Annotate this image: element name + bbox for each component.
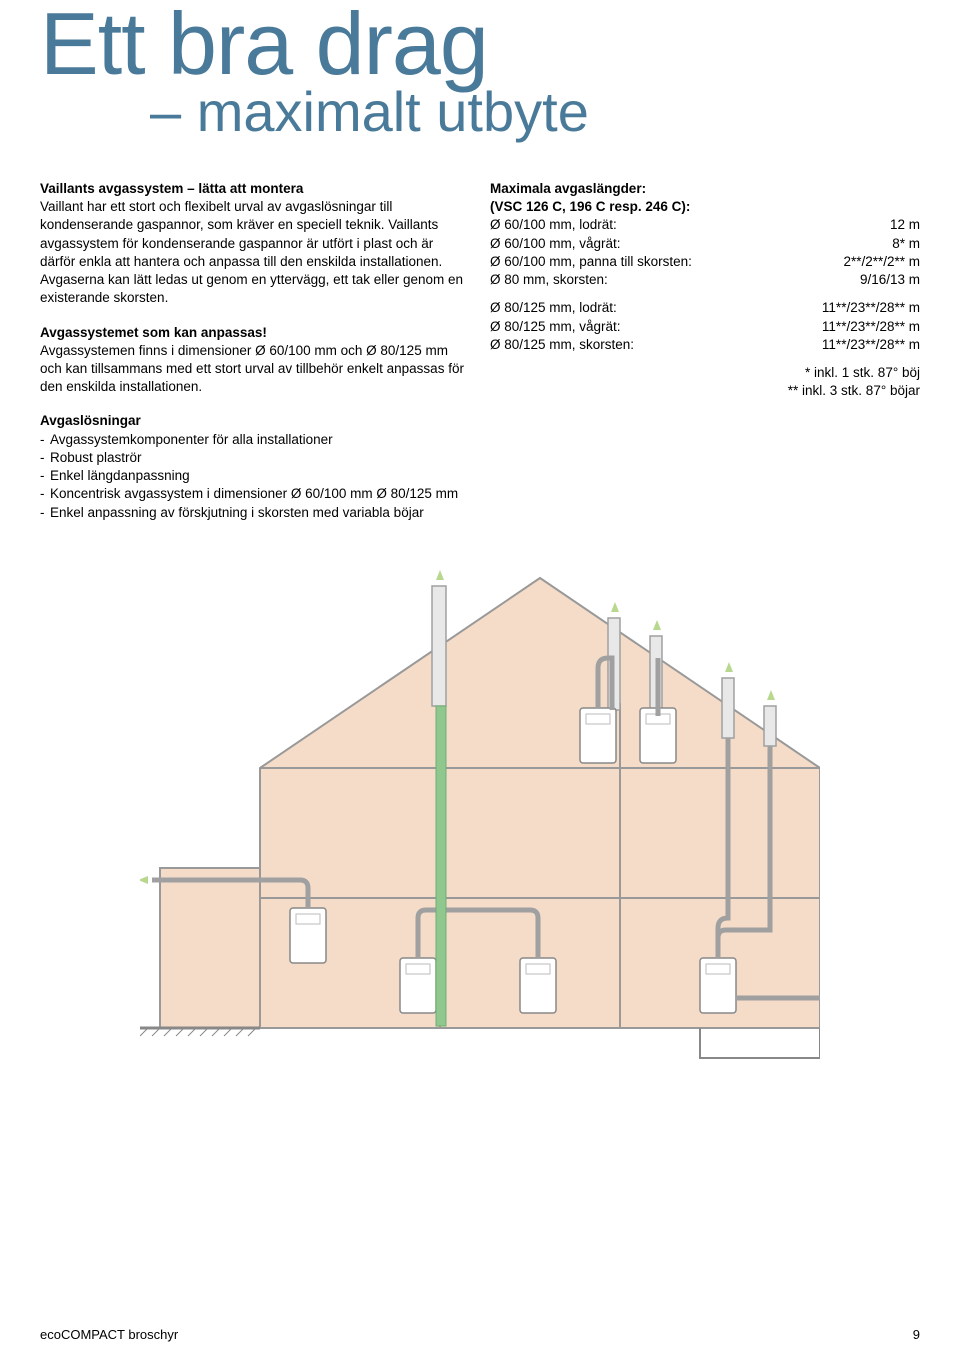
table-row: * inkl. 1 stk. 87° böj — [490, 364, 920, 382]
footer-left: ecoCOMPACT broschyr — [40, 1327, 178, 1342]
table-row: Ø 60/100 mm, panna till skorsten:2**/2**… — [490, 253, 920, 271]
left-column: Vaillants avgassystem – lätta att monter… — [40, 180, 470, 538]
spec-value: 8* m — [779, 235, 920, 253]
table-row: ** inkl. 3 stk. 87° böjar — [490, 382, 920, 400]
page-title-main: Ett bra drag — [40, 0, 920, 88]
section2-body: Avgassystemen finns i dimensioner Ø 60/1… — [40, 343, 464, 394]
specs-subheading: (VSC 126 C, 196 C resp. 246 C): — [490, 198, 920, 216]
spec-label: Ø 80 mm, skorsten: — [490, 271, 779, 289]
spec-label: Ø 80/125 mm, vågrät: — [490, 318, 779, 336]
spec-value: 2**/2**/2** m — [779, 253, 920, 271]
spec-value: 11**/23**/28** m — [779, 299, 920, 317]
spec-value: 12 m — [779, 216, 920, 234]
spec-label: Ø 60/100 mm, lodrät: — [490, 216, 779, 234]
footnote2: ** inkl. 3 stk. 87° böjar — [490, 382, 920, 400]
section2-heading: Avgassystemet som kan anpassas! — [40, 325, 267, 340]
list-item: Robust plaströr — [40, 449, 470, 467]
table-row: Ø 80 mm, skorsten:9/16/13 m — [490, 271, 920, 289]
section3-heading: Avgaslösningar — [40, 413, 141, 428]
section1-body: Vaillant har ett stort och flexibelt urv… — [40, 199, 463, 305]
section1-heading: Vaillants avgassystem – lätta att monter… — [40, 181, 303, 196]
spec-value: 11**/23**/28** m — [779, 336, 920, 354]
specs-table: Ø 60/100 mm, lodrät:12 m Ø 60/100 mm, vå… — [490, 216, 920, 400]
spec-label: Ø 60/100 mm, vågrät: — [490, 235, 779, 253]
table-row: Ø 80/125 mm, lodrät:11**/23**/28** m — [490, 299, 920, 317]
list-item: Avgassystemkomponenter för alla installa… — [40, 431, 470, 449]
house-svg — [140, 558, 820, 1078]
section3-bullets: Avgassystemkomponenter för alla installa… — [40, 431, 470, 522]
footer-page-number: 9 — [913, 1327, 920, 1342]
house-diagram — [40, 558, 920, 1078]
spec-label: Ø 80/125 mm, skorsten: — [490, 336, 779, 354]
list-item: Enkel längdanpassning — [40, 467, 470, 485]
table-row: Ø 60/100 mm, lodrät:12 m — [490, 216, 920, 234]
spec-value: 11**/23**/28** m — [779, 318, 920, 336]
list-item: Enkel anpassning av förskjutning i skors… — [40, 504, 470, 522]
right-column: Maximala avgaslängder: (VSC 126 C, 196 C… — [490, 180, 920, 538]
specs-heading: Maximala avgaslängder: — [490, 180, 920, 198]
table-row: Ø 80/125 mm, skorsten:11**/23**/28** m — [490, 336, 920, 354]
spec-value: 9/16/13 m — [779, 271, 920, 289]
list-item: Koncentrisk avgassystem i dimensioner Ø … — [40, 485, 470, 503]
table-row: Ø 80/125 mm, vågrät:11**/23**/28** m — [490, 318, 920, 336]
table-row: Ø 60/100 mm, vågrät:8* m — [490, 235, 920, 253]
page-title-sub: – maximalt utbyte — [40, 84, 920, 140]
spec-label: Ø 80/125 mm, lodrät: — [490, 299, 779, 317]
spec-label: Ø 60/100 mm, panna till skorsten: — [490, 253, 779, 271]
footnote1: * inkl. 1 stk. 87° böj — [490, 364, 920, 382]
